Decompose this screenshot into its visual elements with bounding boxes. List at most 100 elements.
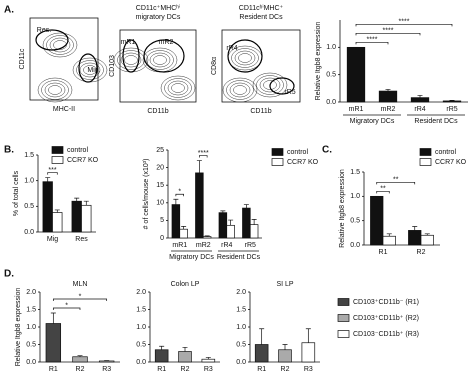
bar xyxy=(249,224,259,239)
error-bar xyxy=(449,100,455,101)
legend-swatch xyxy=(51,146,64,154)
y-axis-label: Relative Itgb8 expression xyxy=(15,288,22,367)
y-tick-label: 1.0 xyxy=(136,324,146,331)
error-bar xyxy=(220,210,226,213)
error-bar xyxy=(159,345,165,350)
x-tick-label: R2 xyxy=(417,249,426,256)
significance-label: *** xyxy=(48,167,56,174)
x-tick-label: R2 xyxy=(181,366,190,373)
contour xyxy=(233,85,247,95)
y-tick-label: 0.5 xyxy=(24,203,34,210)
legend-swatch xyxy=(337,298,350,306)
x-tick-label: mR2 xyxy=(196,242,211,249)
gate xyxy=(35,29,69,51)
contour xyxy=(231,48,259,68)
significance-bracket xyxy=(376,181,416,185)
error-bar xyxy=(173,198,179,205)
significance-label: ** xyxy=(380,186,386,193)
contour xyxy=(41,80,69,100)
legend-label: CCR7 KO xyxy=(67,157,99,164)
bar xyxy=(81,204,92,233)
plot-title: Resident DCs xyxy=(239,14,283,21)
y-tick-label: 15 xyxy=(156,182,164,189)
x-tick-label: rR4 xyxy=(221,242,232,249)
y-tick-label: 10 xyxy=(156,200,164,207)
x-tick-label: R1 xyxy=(157,366,166,373)
legend-label: CCR7 KO xyxy=(435,159,467,166)
y-tick-label: 0.0 xyxy=(326,99,336,106)
y-tick-label: 1.0 xyxy=(24,178,34,185)
significance-label: **** xyxy=(367,37,378,44)
error-bar xyxy=(412,226,418,231)
contour xyxy=(48,85,62,95)
bar xyxy=(45,323,62,363)
gate-label: rR5 xyxy=(284,89,295,96)
error-bar xyxy=(83,200,89,206)
y-tick-label: 1.5 xyxy=(236,306,246,313)
contour xyxy=(44,82,66,98)
y-axis-label: Relative Itgb8 expression xyxy=(339,169,346,248)
error-bar xyxy=(251,218,257,225)
y-tick-label: 0.5 xyxy=(26,341,36,348)
y-axis-label: % of total cells xyxy=(13,170,20,216)
y-tick-label: 0.5 xyxy=(326,72,336,79)
error-bar xyxy=(243,204,249,209)
group-label: Resident DCs xyxy=(217,254,261,261)
chart-title: MLN xyxy=(73,281,88,288)
bar xyxy=(278,349,292,363)
bar xyxy=(218,212,228,239)
bar xyxy=(301,342,316,363)
plot-title: CD11cʰⁱMHC⁺ xyxy=(239,4,284,12)
x-tick-label: R3 xyxy=(304,366,313,373)
bar xyxy=(408,230,422,246)
y-tick-label: 1.0 xyxy=(326,44,336,51)
bar xyxy=(98,360,115,363)
contour xyxy=(146,50,174,70)
y-tick-label: 0.0 xyxy=(24,229,34,236)
x-tick-label: mR1 xyxy=(349,106,364,113)
x-tick-label: mR1 xyxy=(172,242,187,249)
significance-label: * xyxy=(79,293,82,300)
error-bar xyxy=(54,209,60,213)
contour xyxy=(229,82,251,98)
contour xyxy=(160,75,196,101)
error-bar xyxy=(196,160,202,173)
bar xyxy=(202,236,212,239)
bar xyxy=(442,100,462,103)
legend-label: control xyxy=(67,147,88,154)
significance-bracket xyxy=(355,23,453,27)
x-tick-label: R1 xyxy=(49,366,58,373)
bar xyxy=(346,46,366,103)
significance-label: ** xyxy=(393,177,399,184)
contour xyxy=(76,60,104,80)
significance-bracket xyxy=(47,172,58,175)
y-tick-label: 0.0 xyxy=(350,242,360,249)
error-bar xyxy=(282,344,288,350)
legend-swatch xyxy=(51,156,64,164)
y-tick-label: 1.5 xyxy=(24,152,34,159)
bar xyxy=(370,195,384,246)
bar xyxy=(42,181,53,233)
y-axis-label: CD11c xyxy=(19,48,26,69)
contour xyxy=(226,80,254,100)
y-tick-label: 0.0 xyxy=(236,359,246,366)
error-bar xyxy=(385,89,391,92)
group-label: Resident DCs xyxy=(414,118,458,125)
x-tick-label: rR5 xyxy=(245,242,256,249)
y-tick-label: 20 xyxy=(156,164,164,171)
contour xyxy=(263,80,277,90)
error-bar xyxy=(205,357,211,360)
bar xyxy=(179,228,188,239)
significance-label: * xyxy=(178,189,181,196)
bar xyxy=(154,349,169,363)
y-tick-label: 0 xyxy=(160,235,164,242)
contour xyxy=(222,77,258,103)
chart-title: SI LP xyxy=(276,281,293,288)
error-bar xyxy=(45,177,51,182)
significance-bracket xyxy=(376,190,390,194)
y-tick-label: 25 xyxy=(156,147,164,154)
error-bar xyxy=(77,355,83,357)
y-tick-label: 1.5 xyxy=(26,306,36,313)
plot-frame xyxy=(119,29,197,103)
bar xyxy=(72,356,88,363)
